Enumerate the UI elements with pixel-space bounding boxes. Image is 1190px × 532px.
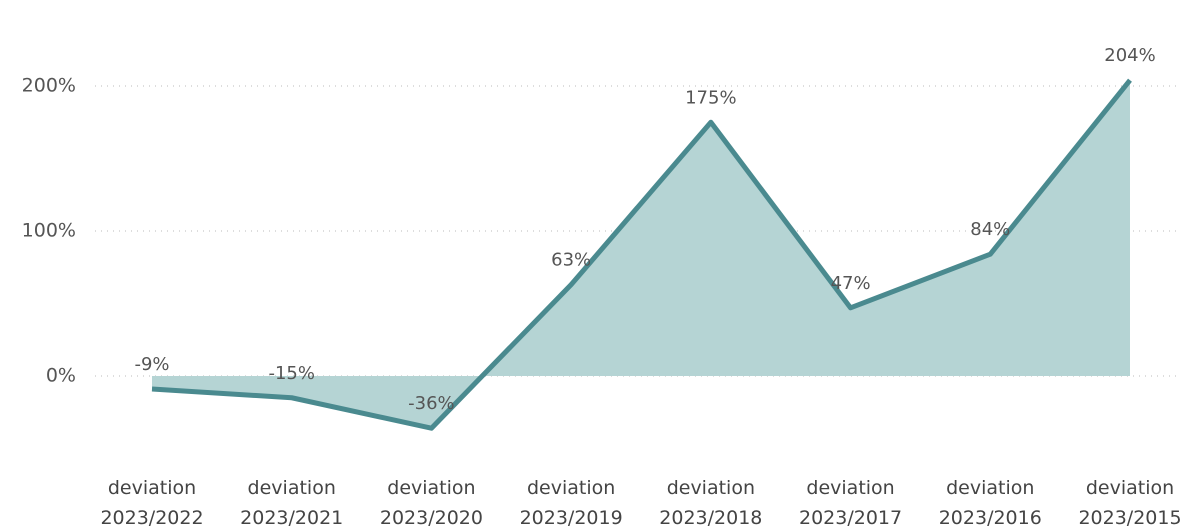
x-tick-label: deviation 2023/2021 (240, 477, 344, 529)
y-tick-label: 100% (22, 220, 76, 242)
x-tick-label: deviation 2023/2017 (799, 477, 903, 529)
y-tick-label: 0% (46, 365, 76, 387)
data-label: 84% (970, 219, 1010, 240)
data-label: 47% (831, 273, 871, 294)
data-label: 175% (685, 87, 736, 108)
data-label: -15% (268, 363, 315, 384)
area (152, 80, 1130, 429)
data-label: -9% (134, 354, 169, 375)
x-tick-label: deviation 2023/2015 (1078, 477, 1182, 529)
data-label: 63% (551, 250, 591, 271)
y-tick-label: 200% (22, 75, 76, 97)
x-tick-label: deviation 2023/2018 (659, 477, 763, 529)
x-tick-label: deviation 2023/2022 (100, 477, 204, 529)
x-tick-label: deviation 2023/2016 (938, 477, 1042, 529)
line (151, 78, 1132, 431)
data-label: -36% (408, 393, 455, 414)
x-tick-label: deviation 2023/2019 (519, 477, 623, 529)
data-label: 204% (1104, 45, 1155, 66)
x-tick-label: deviation 2023/2020 (379, 477, 483, 529)
